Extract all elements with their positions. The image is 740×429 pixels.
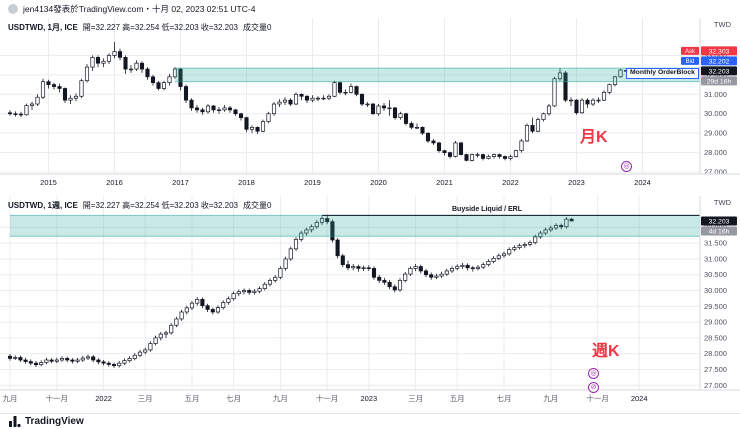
monthly-k-annotation: 月K xyxy=(580,129,608,146)
monthly-orderblock-label[interactable]: Monthly OrderBlock xyxy=(626,68,699,79)
svg-text:28.000: 28.000 xyxy=(704,148,727,157)
price-axis-currency[interactable]: TWD xyxy=(713,20,731,29)
svg-text:28.500: 28.500 xyxy=(704,333,727,342)
weekly-chart-legend: USDTWD, 1週, ICE 開=32.227 高=32.254 低=32.20… xyxy=(8,200,271,211)
svg-text:27.000: 27.000 xyxy=(704,381,727,390)
weekly-chart-canvas[interactable]: 32.00031.50031.00030.50030.00029.50029.0… xyxy=(0,196,740,413)
svg-text:30.000: 30.000 xyxy=(704,109,727,118)
symbol-label[interactable]: USDTWD, 1月, ICE xyxy=(8,23,78,32)
ohlc-values: 開=32.227 高=32.254 低=32.203 收=32.203 xyxy=(82,201,239,210)
emoji-marker-icon[interactable]: ⊘ xyxy=(588,382,599,393)
brand-name[interactable]: TradingView xyxy=(25,416,84,427)
svg-text:2020: 2020 xyxy=(370,178,387,187)
svg-text:31.000: 31.000 xyxy=(704,90,727,99)
svg-text:Bid: Bid xyxy=(686,59,695,65)
svg-text:32.303: 32.303 xyxy=(709,48,730,55)
monthly-chart-canvas[interactable]: 33.00032.00031.00030.00029.00028.00027.0… xyxy=(0,18,740,196)
svg-text:29.000: 29.000 xyxy=(704,318,727,327)
svg-text:2023: 2023 xyxy=(360,394,377,403)
footer-bar: TradingView xyxy=(0,413,740,429)
publish-bar: jen4134發表於TradingView.com・十月 02, 2023 02… xyxy=(0,0,740,18)
svg-text:十一月: 十一月 xyxy=(586,393,609,403)
svg-text:五月: 五月 xyxy=(185,394,200,403)
svg-text:2016: 2016 xyxy=(106,178,123,187)
svg-text:2024: 2024 xyxy=(631,394,648,403)
svg-text:4d 16h: 4d 16h xyxy=(709,228,730,235)
svg-text:五月: 五月 xyxy=(450,394,465,403)
ohlc-values: 開=32.227 高=32.254 低=32.203 收=32.203 xyxy=(82,23,239,32)
svg-text:2022: 2022 xyxy=(95,394,112,403)
svg-text:七月: 七月 xyxy=(226,394,241,403)
svg-text:九月: 九月 xyxy=(543,394,558,403)
svg-text:2019: 2019 xyxy=(304,178,321,187)
svg-text:2023: 2023 xyxy=(568,178,585,187)
svg-text:32.203: 32.203 xyxy=(709,218,730,225)
svg-text:29.500: 29.500 xyxy=(704,302,727,311)
svg-text:29d 16h: 29d 16h xyxy=(707,78,732,85)
svg-text:31.500: 31.500 xyxy=(704,239,727,248)
publish-line[interactable]: jen4134發表於TradingView.com・十月 02, 2023 02… xyxy=(23,4,256,14)
weekly-k-annotation: 週K xyxy=(592,343,620,360)
svg-text:三月: 三月 xyxy=(408,394,423,403)
svg-text:十一月: 十一月 xyxy=(316,393,339,403)
svg-text:2024: 2024 xyxy=(634,178,651,187)
svg-text:30.500: 30.500 xyxy=(704,270,727,279)
svg-text:2017: 2017 xyxy=(172,178,189,187)
svg-text:九月: 九月 xyxy=(3,394,18,403)
svg-text:32.203: 32.203 xyxy=(709,68,730,75)
svg-text:十一月: 十一月 xyxy=(46,393,69,403)
svg-text:32.202: 32.202 xyxy=(709,58,730,65)
emoji-marker-icon[interactable]: ◎ xyxy=(621,161,632,172)
volume-value: 成交量0 xyxy=(243,201,272,210)
svg-text:2022: 2022 xyxy=(502,178,519,187)
svg-text:2015: 2015 xyxy=(40,178,57,187)
symbol-label[interactable]: USDTWD, 1週, ICE xyxy=(8,201,78,210)
svg-text:九月: 九月 xyxy=(273,394,288,403)
volume-value: 成交量0 xyxy=(243,23,272,32)
svg-text:Ask: Ask xyxy=(685,49,696,55)
svg-text:31.000: 31.000 xyxy=(704,254,727,263)
svg-text:30.000: 30.000 xyxy=(704,286,727,295)
svg-text:2018: 2018 xyxy=(238,178,255,187)
monthly-chart-pane: 33.00032.00031.00030.00029.00028.00027.0… xyxy=(0,18,740,196)
buyside-liquidity-label[interactable]: Buyside Liquid / ERL xyxy=(452,206,523,213)
weekly-chart-pane: 32.00031.50031.00030.50030.00029.50029.0… xyxy=(0,196,740,413)
price-axis-currency[interactable]: TWD xyxy=(713,198,731,207)
user-avatar[interactable] xyxy=(8,4,18,14)
svg-text:七月: 七月 xyxy=(497,394,512,403)
svg-text:27.000: 27.000 xyxy=(704,168,727,177)
emoji-marker-icon[interactable]: ◎ xyxy=(588,368,599,379)
svg-text:29.000: 29.000 xyxy=(704,129,727,138)
svg-text:三月: 三月 xyxy=(138,394,153,403)
tradingview-logo[interactable] xyxy=(8,415,21,428)
svg-text:33.000: 33.000 xyxy=(704,51,727,60)
monthly-chart-legend: USDTWD, 1月, ICE 開=32.227 高=32.254 低=32.20… xyxy=(8,22,271,33)
svg-text:28.000: 28.000 xyxy=(704,349,727,358)
svg-text:2021: 2021 xyxy=(436,178,453,187)
svg-text:27.500: 27.500 xyxy=(704,365,727,374)
